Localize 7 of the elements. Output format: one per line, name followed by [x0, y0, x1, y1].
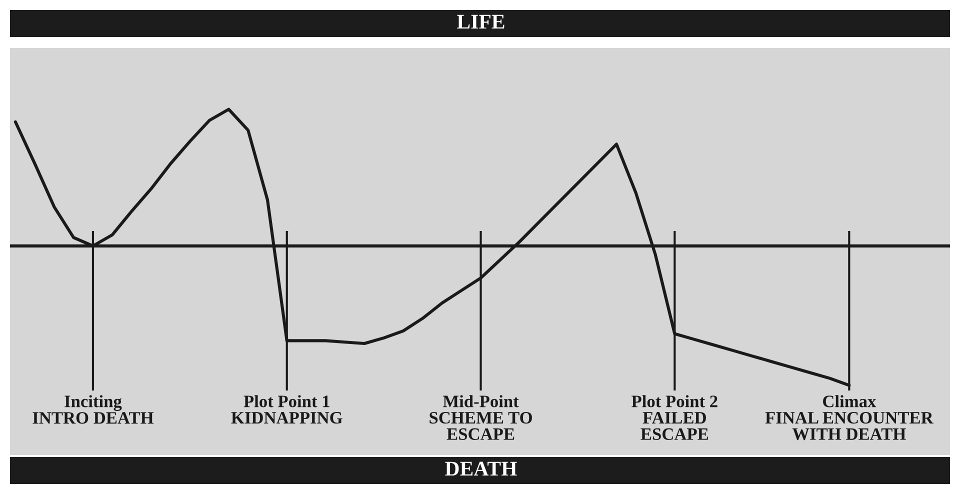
x-tick-label: Inciting INTRO DEATH	[32, 395, 154, 424]
x-tick-label: Climax FINAL ENCOUNTER WITH DEATH	[765, 395, 934, 440]
x-tick-label: Plot Point 1 KIDNAPPING	[231, 395, 342, 424]
x-tick-label: Plot Point 2 FAILED ESCAPE	[632, 395, 718, 440]
x-tick-label: Mid-Point SCHEME TO ESCAPE	[430, 395, 532, 440]
text: DEATH	[445, 462, 517, 476]
text: LIFE	[457, 14, 504, 29]
